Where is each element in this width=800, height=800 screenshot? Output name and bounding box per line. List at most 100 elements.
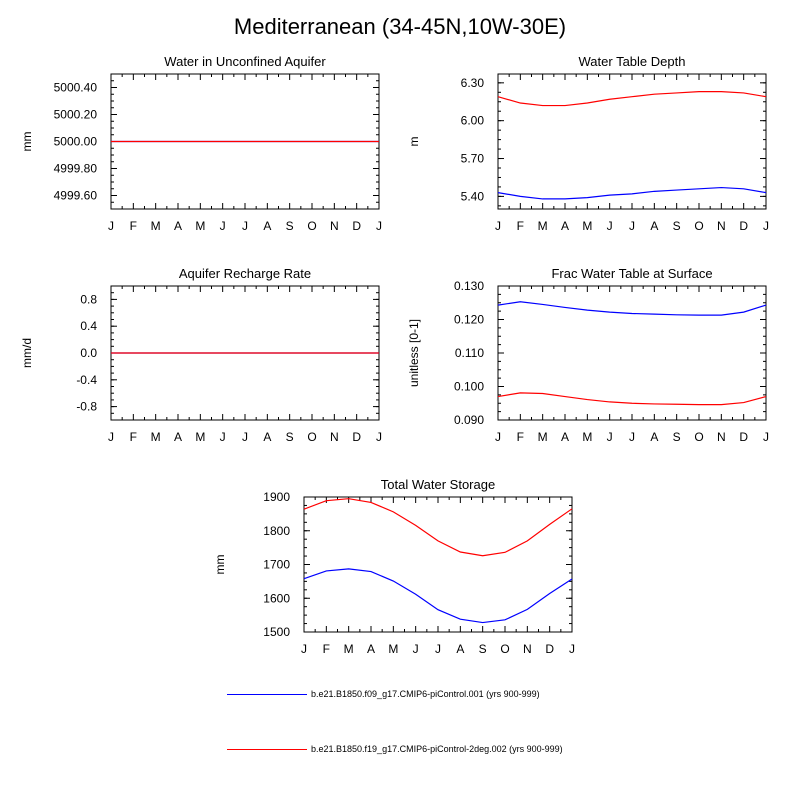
y-axis-label: unitless [0-1] [407, 319, 421, 387]
x-tick-label: S [673, 219, 681, 233]
x-tick-label: A [263, 430, 271, 444]
x-tick-label: J [569, 642, 575, 656]
series-line-blue [497, 301, 767, 316]
plot-frame [303, 496, 573, 633]
y-tick-label: 1900 [263, 490, 290, 504]
y-tick-label: 0.110 [455, 346, 484, 360]
y-axis-label: m [407, 137, 421, 147]
x-tick-label: S [286, 219, 294, 233]
y-axis-label: mm [20, 132, 34, 152]
x-tick-label: J [763, 219, 769, 233]
y-tick-label: 1800 [263, 524, 290, 538]
y-tick-label: 6.00 [461, 114, 485, 128]
x-tick-label: J [108, 219, 114, 233]
y-tick-label: 0.8 [80, 292, 97, 306]
x-tick-label: N [330, 219, 339, 233]
y-tick-label: 1600 [263, 591, 290, 605]
x-tick-label: D [352, 430, 361, 444]
x-tick-label: J [629, 219, 635, 233]
x-tick-label: J [108, 430, 114, 444]
x-tick-label: F [517, 219, 524, 233]
y-tick-label: 4999.80 [54, 162, 98, 176]
x-tick-label: M [195, 430, 205, 444]
x-tick-label: A [561, 430, 569, 444]
figure-title: Mediterranean (34-45N,10W-30E) [233, 14, 567, 39]
x-tick-label: J [301, 642, 307, 656]
series-line-blue [303, 568, 573, 624]
x-tick-label: J [242, 219, 248, 233]
series-line-red [303, 498, 573, 557]
y-tick-label: 0.100 [454, 380, 484, 394]
x-tick-label: J [607, 430, 613, 444]
x-tick-label: F [517, 430, 524, 444]
x-tick-label: M [582, 430, 592, 444]
x-tick-label: A [174, 219, 182, 233]
x-tick-label: O [307, 219, 316, 233]
x-tick-label: J [220, 219, 226, 233]
x-tick-label: J [242, 430, 248, 444]
x-tick-label: S [286, 430, 294, 444]
x-tick-label: J [607, 219, 613, 233]
x-tick-label: J [376, 219, 382, 233]
y-tick-label: 1500 [263, 625, 290, 639]
series-line-red [497, 91, 767, 107]
y-tick-label: 5.40 [461, 189, 485, 203]
panel-title: Water in Unconfined Aquifer [164, 54, 326, 69]
y-tick-label: 0.130 [454, 279, 484, 293]
y-axis-label: mm [213, 555, 227, 575]
panel-title: Aquifer Recharge Rate [179, 266, 311, 281]
x-tick-label: M [388, 642, 398, 656]
y-tick-label: -0.8 [76, 400, 97, 414]
x-tick-label: S [479, 642, 487, 656]
x-tick-label: M [195, 219, 205, 233]
x-tick-label: S [673, 430, 681, 444]
y-tick-label: -0.4 [76, 373, 97, 387]
x-tick-label: D [739, 430, 748, 444]
plot-frame [497, 285, 767, 421]
plot-frame [497, 73, 767, 210]
y-tick-label: 5000.00 [54, 135, 98, 149]
x-tick-label: J [495, 430, 501, 444]
y-tick-label: 1700 [263, 558, 290, 572]
x-tick-label: M [151, 430, 161, 444]
panel-title: Total Water Storage [381, 477, 495, 492]
x-tick-label: F [130, 219, 137, 233]
x-tick-label: O [694, 219, 703, 233]
x-tick-label: O [694, 430, 703, 444]
x-tick-label: J [763, 430, 769, 444]
x-tick-label: J [435, 642, 441, 656]
x-tick-label: O [500, 642, 509, 656]
legend-label-blue: b.e21.B1850.f09_g17.CMIP6-piControl.001 … [311, 689, 540, 699]
y-tick-label: 0.090 [454, 413, 484, 427]
x-tick-label: J [413, 642, 419, 656]
legend-line-blue [227, 694, 307, 695]
x-tick-label: N [330, 430, 339, 444]
x-tick-label: M [538, 430, 548, 444]
y-tick-label: 0.120 [454, 313, 484, 327]
x-tick-label: N [717, 219, 726, 233]
y-tick-label: 5000.40 [54, 81, 98, 95]
x-tick-label: A [174, 430, 182, 444]
y-tick-label: 5.70 [461, 152, 485, 166]
x-tick-label: J [495, 219, 501, 233]
x-tick-label: J [376, 430, 382, 444]
x-tick-label: N [717, 430, 726, 444]
series-line-blue [497, 186, 767, 200]
x-tick-label: A [263, 219, 271, 233]
x-tick-label: A [650, 219, 658, 233]
x-tick-label: D [545, 642, 554, 656]
x-tick-label: A [367, 642, 375, 656]
x-tick-label: J [220, 430, 226, 444]
panel-title: Water Table Depth [579, 54, 686, 69]
y-axis-label: mm/d [20, 338, 34, 368]
x-tick-label: M [344, 642, 354, 656]
y-tick-label: 5000.20 [54, 108, 98, 122]
x-tick-label: A [650, 430, 658, 444]
panel-title: Frac Water Table at Surface [551, 266, 712, 281]
y-tick-label: 6.30 [461, 76, 485, 90]
